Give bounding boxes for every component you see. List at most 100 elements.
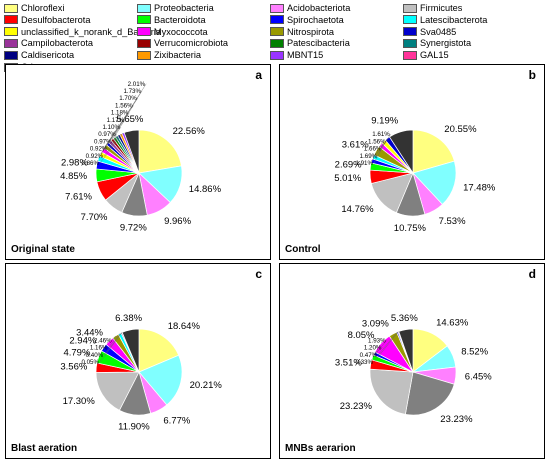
data-label-bacteroidota: 4.85% bbox=[60, 171, 87, 182]
data-label-acidobacteriota: 6.77% bbox=[163, 416, 190, 427]
legend-item-verrucomicrobiota: Verrucomicrobiota bbox=[137, 37, 228, 49]
legend-item-desulfobacterota: Desulfobacterota bbox=[4, 14, 90, 26]
legend-swatch bbox=[137, 38, 151, 48]
leader-line bbox=[114, 134, 117, 138]
legend-item-proteobacteria: Proteobacteria bbox=[137, 2, 214, 14]
data-label-nitrospirota: 2.46% bbox=[94, 337, 112, 344]
legend-swatch bbox=[4, 27, 18, 37]
pie-chart-blast-aeration: 18.64%20.21%6.77%11.90%17.30%3.56%4.79%2… bbox=[60, 313, 222, 433]
legend-swatch bbox=[137, 27, 151, 37]
legend-item-myxococcota: Myxococcota bbox=[137, 26, 208, 38]
legend-label: Caldisericota bbox=[21, 50, 75, 61]
legend-item-synergistota: Synergistota bbox=[403, 37, 471, 49]
data-label-firmicutes: 7.70% bbox=[81, 212, 108, 223]
leader-line bbox=[105, 105, 134, 147]
data-label-caldisericota: 0.92% bbox=[90, 146, 108, 153]
data-label-others: 5.36% bbox=[391, 313, 418, 324]
data-label-firmicutes: 14.76% bbox=[341, 204, 374, 215]
legend-swatch bbox=[137, 15, 151, 25]
panel-title-control: Control bbox=[285, 244, 321, 255]
pie-slice-others bbox=[123, 129, 140, 174]
legend-label: Myxococcota bbox=[154, 26, 208, 37]
legend-item-sva0485: Sva0485 bbox=[403, 26, 456, 38]
legend-swatch bbox=[403, 38, 417, 48]
pie-slice-chloroflexi bbox=[138, 129, 182, 174]
pie-chart-control: 20.55% 17.48% 7.53% 10.75% 14.76% 5.01% 2.69% 3… bbox=[334, 115, 496, 234]
leader-line bbox=[373, 331, 399, 363]
leader-line bbox=[372, 340, 387, 358]
data-label-sva0485: 1.18% bbox=[111, 110, 129, 117]
data-label-acidobacteriota: 9.96% bbox=[164, 216, 191, 227]
data-label-chloroflexi: 22.56% bbox=[173, 126, 206, 137]
legend-swatch bbox=[270, 27, 284, 37]
legend-label: Verrucomicrobiota bbox=[154, 38, 229, 49]
data-label-mbnt15: 0.86% bbox=[81, 160, 99, 167]
data-label-actinobacteriota: 10.75% bbox=[394, 223, 427, 234]
legend-label: Campilobacterota bbox=[21, 38, 94, 49]
legend-item-zixibacteria: Zixibacteria bbox=[137, 49, 201, 61]
data-label-bacteroidota: 1.93% bbox=[368, 337, 386, 344]
legend-label: Spirochaetota bbox=[287, 14, 344, 25]
legend-item-mbnt15: MBNT15 bbox=[270, 49, 323, 61]
legend-label: Acidobacteriota bbox=[287, 3, 351, 13]
legend-swatch bbox=[270, 38, 284, 48]
legend-swatch bbox=[137, 3, 151, 13]
legend-swatch bbox=[4, 15, 18, 25]
panel-label-a: a bbox=[255, 68, 262, 82]
data-label-actinobacteriota: 11.90% bbox=[118, 422, 150, 433]
legend-label: Synergistota bbox=[420, 38, 472, 49]
data-label-desulfobacterota: 3.56% bbox=[60, 362, 87, 373]
legend-item-latescibacterota: Latescibacterota bbox=[403, 14, 487, 26]
data-label-synergistota: 0.97% bbox=[94, 138, 112, 145]
data-label-spirochaetota: 1.61% bbox=[372, 131, 390, 138]
data-label-chloroflexi: 20.55% bbox=[444, 124, 477, 135]
panel-title-original-state: Original state bbox=[11, 244, 75, 255]
data-label-patescibacteria: 0.97% bbox=[98, 131, 116, 138]
leader-line bbox=[112, 335, 116, 341]
panel-label-b: b bbox=[528, 68, 536, 82]
leader-line bbox=[108, 134, 119, 149]
data-label-campilobacterota: 0.40% bbox=[86, 352, 104, 359]
legend-label: Bacteroidota bbox=[154, 14, 206, 25]
data-label-zixibacteria: 0.92% bbox=[86, 153, 104, 160]
legend-item-spirochaetota: Spirochaetota bbox=[270, 14, 344, 26]
legend-swatch bbox=[270, 15, 284, 25]
pie-panel-original-state: 22.56% 14.86% 9.96% 9.72% 7.70% 7.61% 4.85% 2.9… bbox=[5, 64, 271, 260]
data-label-campilobacterota: 1.17% bbox=[107, 117, 125, 124]
legend-swatch bbox=[403, 27, 417, 37]
leader-line bbox=[374, 347, 383, 354]
data-label-firmicutes: 23.23% bbox=[340, 401, 373, 412]
data-label-nitrospirota: 1.56% bbox=[115, 102, 133, 109]
data-label-acidobacteriota: 6.45% bbox=[465, 372, 492, 383]
legend-label: Latescibacterota bbox=[420, 14, 488, 25]
data-label-firmicutes: 17.30% bbox=[63, 396, 96, 407]
leader-line bbox=[111, 126, 122, 140]
legend-item-acidobacteriota: Acidobacteriota bbox=[270, 2, 350, 14]
legend-swatch bbox=[270, 3, 284, 13]
legend-swatch bbox=[4, 38, 18, 48]
legend-label: Desulfobacterota bbox=[21, 14, 91, 25]
leader-line bbox=[108, 333, 120, 348]
data-label-campilobacterota: 0.33% bbox=[355, 359, 373, 366]
data-label-unclassified-k-norank-d-bacteria: 1.69% bbox=[360, 153, 378, 160]
data-label-desulfobacterota: 7.61% bbox=[65, 192, 92, 203]
leader-line bbox=[99, 332, 123, 363]
legend-item-patescibacteria: Patescibacteria bbox=[270, 37, 350, 49]
legend-swatch bbox=[4, 3, 18, 13]
data-label-myxococcota: 1.70% bbox=[119, 95, 137, 102]
legend-label: MBNT15 bbox=[287, 50, 324, 61]
legend-item-unclassified-k-norank-d-bacteria: unclassified_k_norank_d_Bacteria bbox=[4, 26, 161, 38]
data-label-latescibacterota: 1.16% bbox=[90, 345, 108, 352]
leader-line bbox=[99, 132, 124, 164]
legend: Chloroflexi Proteobacteria Acidobacteriota… bbox=[0, 0, 550, 72]
legend-swatch bbox=[137, 50, 151, 60]
legend-swatch bbox=[403, 15, 417, 25]
leader-line bbox=[107, 112, 130, 144]
data-label-bacteroidota: 4.79% bbox=[63, 348, 90, 359]
legend-label: Patescibacteria bbox=[287, 38, 350, 49]
pie-slice-chloroflexi bbox=[412, 129, 455, 174]
leader-line bbox=[373, 138, 388, 164]
pie-chart-mnbs-aerarion: 14.63% 8.52% 6.45% 23.23% 23.23% 3.51% 8.05%3.… bbox=[335, 313, 492, 425]
pie-slice-proteobacteria bbox=[412, 160, 457, 205]
data-label-spirochaetota: 2.98% bbox=[61, 158, 88, 169]
